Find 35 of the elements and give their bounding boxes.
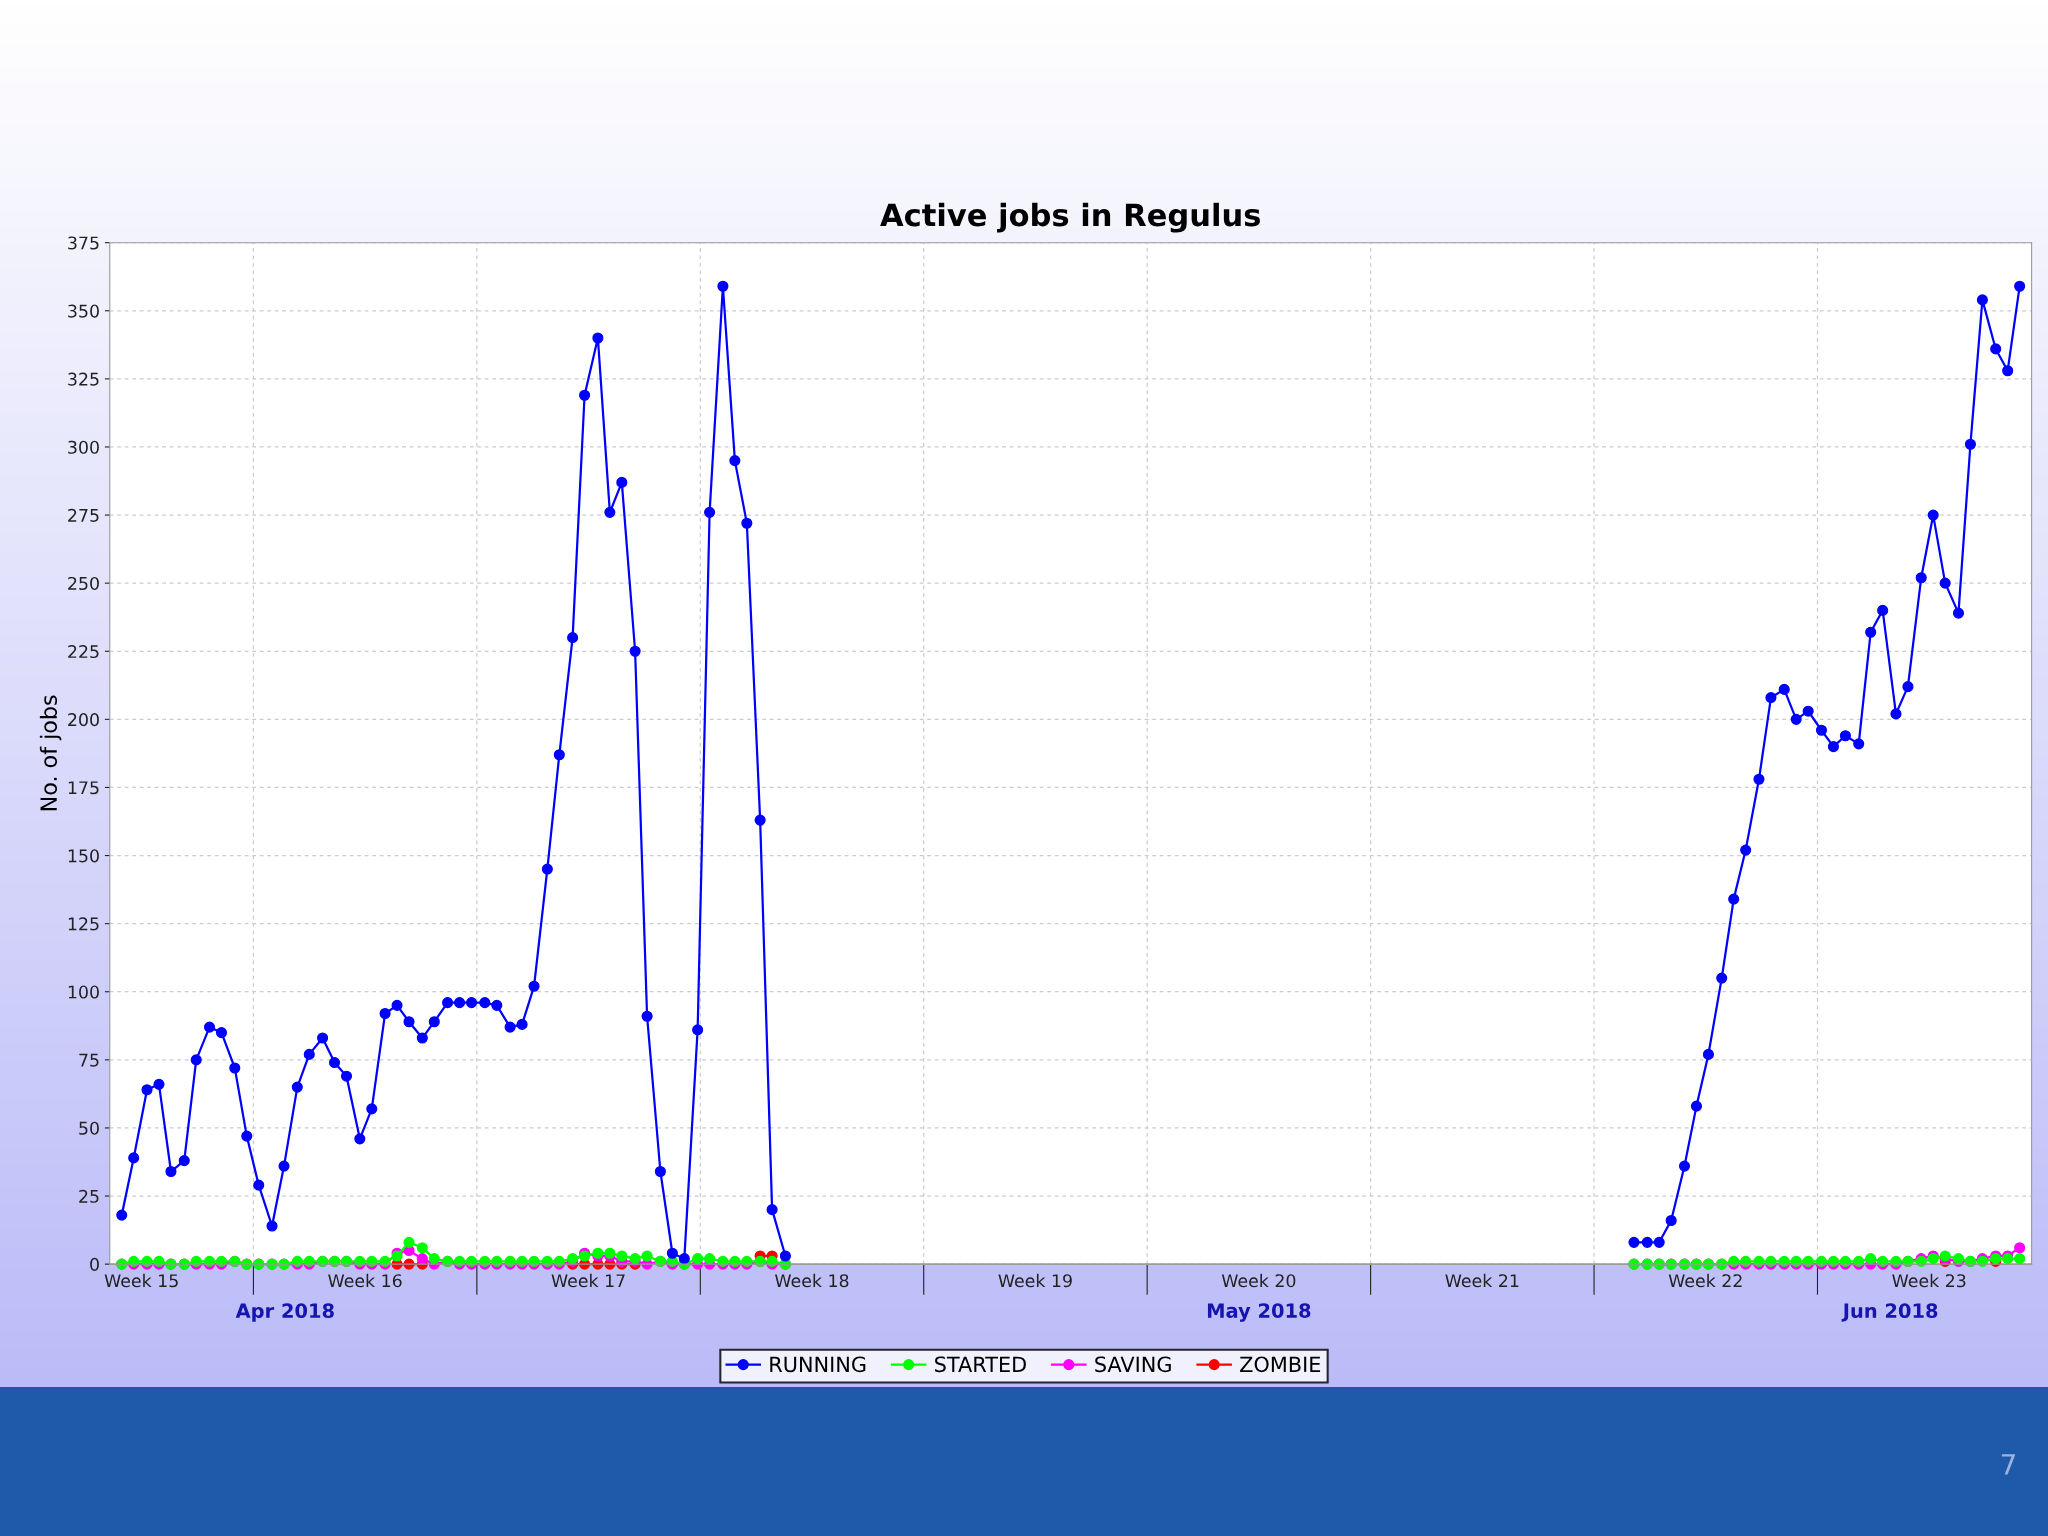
x-tick-label: Week 15 xyxy=(104,1273,178,1288)
legend-label: SAVING xyxy=(1095,1356,1171,1373)
y-tick-label: 200 xyxy=(68,713,99,727)
x-tick-label: Week 18 xyxy=(775,1273,849,1288)
y-tick-label: 250 xyxy=(68,576,99,591)
y-tick-label: 150 xyxy=(68,849,99,863)
x2-tick-label: Jun 2018 xyxy=(1841,1303,1938,1322)
x-tick-label: Week 17 xyxy=(551,1273,625,1288)
legend-label: STARTED xyxy=(935,1356,1026,1373)
y-axis-title: No. of jobs xyxy=(39,695,62,811)
y-tick-label: 125 xyxy=(68,917,99,931)
y-tick-label: 350 xyxy=(68,304,99,318)
text: 7 xyxy=(2001,1454,2015,1475)
x-tick-label: Week 21 xyxy=(1445,1273,1519,1288)
x2-tick-label: May 2018 xyxy=(1207,1303,1311,1322)
x-tick-label: Week 23 xyxy=(1892,1273,1966,1288)
y-tick-label: 175 xyxy=(68,781,99,795)
y-tick-label: 300 xyxy=(68,440,99,454)
y-tick-label: 50 xyxy=(79,1121,99,1135)
x-tick-label: Week 22 xyxy=(1668,1273,1742,1288)
y-tick-label: 100 xyxy=(68,985,99,999)
y-tick-label: 275 xyxy=(68,508,99,522)
x-tick-label: Week 16 xyxy=(328,1273,402,1288)
legend-label: ZOMBIE xyxy=(1240,1356,1321,1373)
x-tick-label: Week 19 xyxy=(998,1273,1072,1288)
chart-title: Active jobs in Regulus xyxy=(880,202,1260,233)
x2-tick-label: Apr 2018 xyxy=(235,1303,334,1322)
y-tick-label: 375 xyxy=(68,236,99,250)
y-tick-label: 0 xyxy=(90,1257,99,1271)
y-tick-label: 75 xyxy=(79,1053,99,1067)
y-tick-label: 25 xyxy=(79,1189,99,1203)
y-tick-label: 225 xyxy=(68,644,99,659)
legend-label: RUNNING xyxy=(770,1356,866,1373)
x-tick-label: Week 20 xyxy=(1221,1273,1296,1288)
y-tick-label: 325 xyxy=(68,372,99,386)
